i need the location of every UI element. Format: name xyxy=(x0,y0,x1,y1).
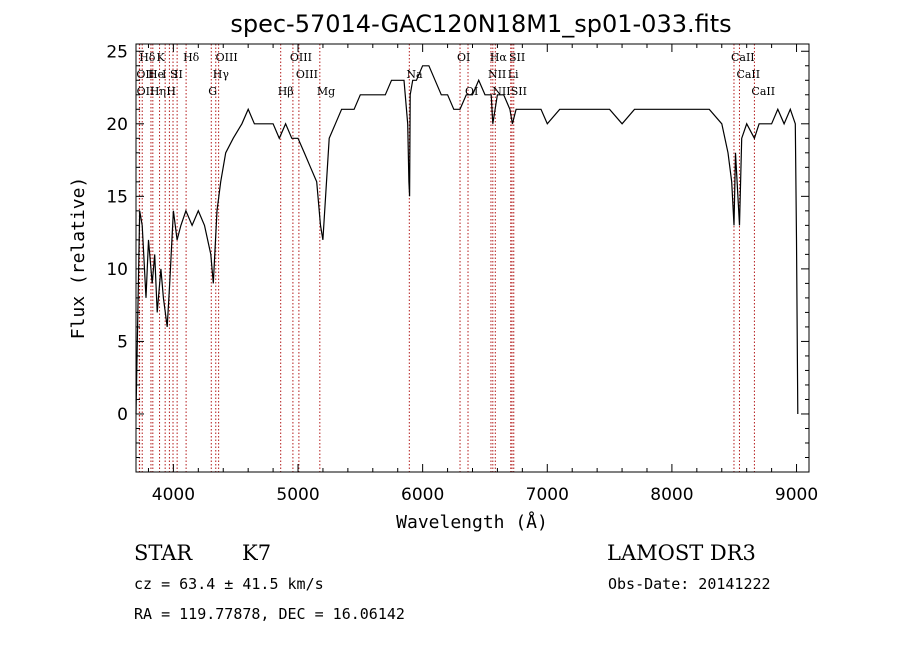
spectral-line-label: Hη xyxy=(150,85,166,98)
spectral-line-label: OIII xyxy=(290,51,312,64)
spectral-line-label: Hδ xyxy=(183,51,200,64)
y-tick-label: 20 xyxy=(106,115,128,135)
spectral-line-label: NII xyxy=(492,85,510,98)
x-tick-label: 7000 xyxy=(526,485,569,505)
spectral-line-label: Hγ xyxy=(213,68,230,81)
spectrum-series-line xyxy=(135,65,799,415)
spectral-line-label: K xyxy=(157,51,166,64)
spectral-line-label: Hβ xyxy=(278,85,294,98)
y-tick-label: 5 xyxy=(117,332,128,352)
spectral-line-label: H xyxy=(166,85,176,98)
sky-coordinates: RA = 119.77878, DEC = 16.06142 xyxy=(134,605,405,623)
spectral-line-label: S xyxy=(170,68,178,81)
object-subclass: K7 xyxy=(242,541,271,565)
spectral-line-label: SII xyxy=(511,85,527,98)
y-axis-ticks: 0 5 10 15 20 25 xyxy=(106,42,809,458)
survey-name: LAMOST DR3 xyxy=(607,541,756,565)
spectral-line-label: NII xyxy=(488,68,506,81)
x-tick-label: 6000 xyxy=(401,485,444,505)
redshift-cz: cz = 63.4 ± 41.5 km/s xyxy=(134,575,324,593)
observation-date: Obs-Date: 20141222 xyxy=(608,575,771,593)
y-tick-label: 10 xyxy=(106,260,128,280)
spectral-line-label: I xyxy=(162,68,166,81)
spectral-line-label: OII xyxy=(137,85,155,98)
x-axis-label: Wavelength (Å) xyxy=(396,511,548,533)
spectral-line-label: CaII xyxy=(736,68,760,81)
spectral-line-label: G xyxy=(208,85,217,98)
y-tick-label: 25 xyxy=(106,42,128,62)
spectral-line-label: OI xyxy=(457,51,470,64)
chart-title: spec-57014-GAC120N18M1_sp01-033.fits xyxy=(230,10,731,38)
spectral-line-label: He xyxy=(148,68,164,81)
spectral-line-label: Mg xyxy=(317,85,335,98)
spectral-line-markers xyxy=(138,44,755,472)
y-tick-label: 15 xyxy=(106,187,128,207)
y-axis-label: Flux (relative) xyxy=(68,177,89,340)
y-tick-label: 0 xyxy=(117,405,128,425)
spectral-line-label: CaII xyxy=(751,85,775,98)
object-class: STAR xyxy=(134,541,193,565)
plot-frame xyxy=(135,43,810,473)
spectral-line-label: OIII xyxy=(296,68,318,81)
x-tick-label: 5000 xyxy=(276,485,319,505)
spectral-line-label: CaII xyxy=(731,51,755,64)
x-axis-ticks: 4000 5000 6000 7000 8000 9000 xyxy=(147,44,818,505)
spectral-line-label: Hα xyxy=(490,51,508,64)
x-tick-label: 9000 xyxy=(775,485,818,505)
spectral-line-label: Li xyxy=(508,68,519,81)
x-tick-label: 4000 xyxy=(152,485,195,505)
spectral-line-label: Na xyxy=(406,68,423,81)
spectral-line-label: SII xyxy=(509,51,525,64)
spectral-line-label: II xyxy=(174,68,183,81)
spectral-line-label: OIII xyxy=(216,51,238,64)
spectral-line-label: Hδ xyxy=(139,51,156,64)
x-tick-label: 8000 xyxy=(650,485,693,505)
spectral-line-label: OII xyxy=(136,68,154,81)
